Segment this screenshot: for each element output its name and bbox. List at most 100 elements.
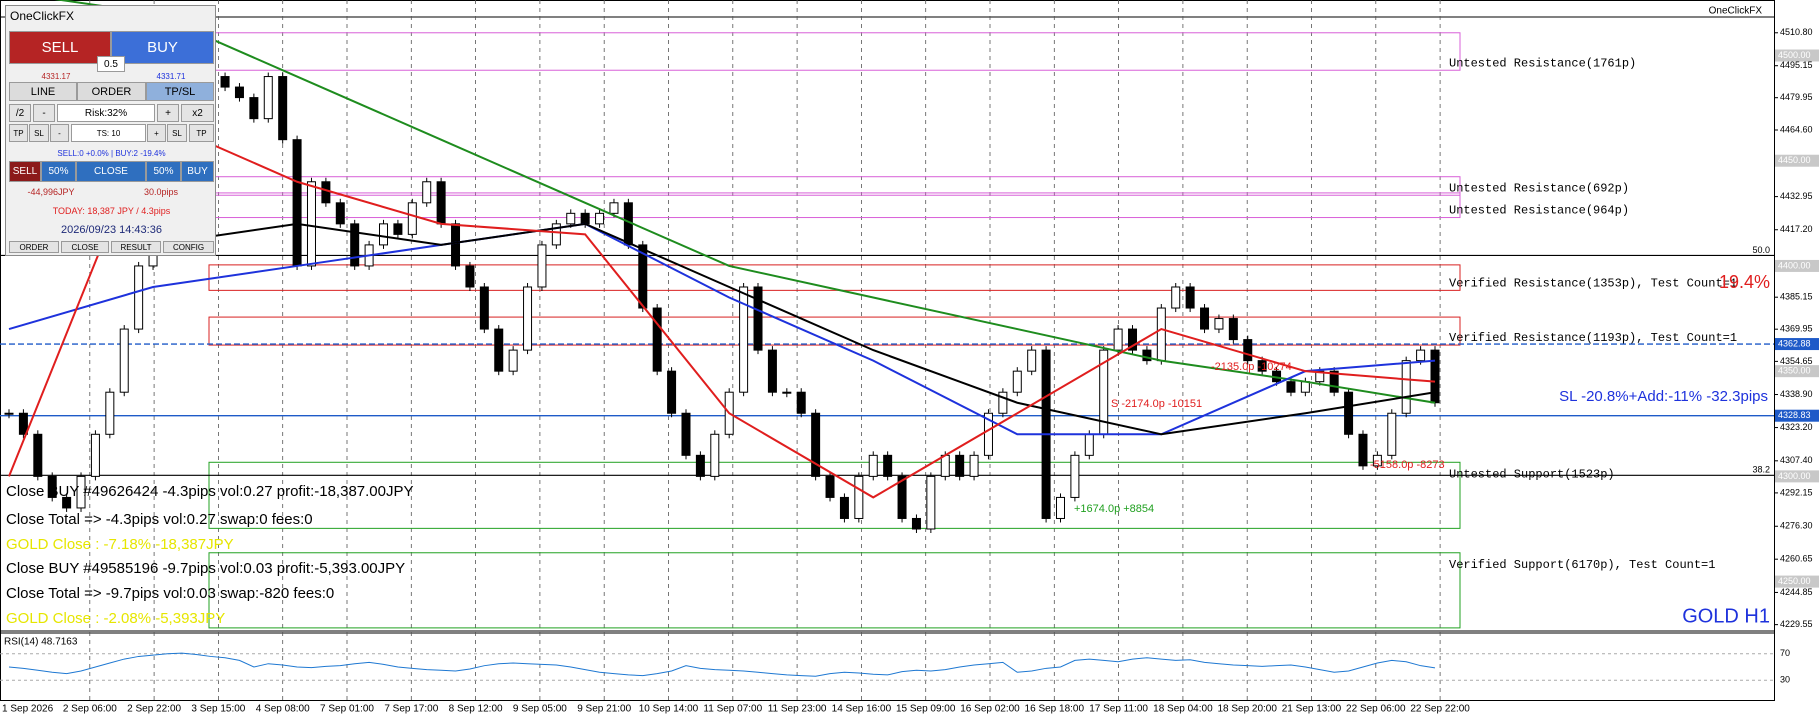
candle — [839, 496, 849, 519]
candle — [1185, 286, 1195, 309]
candle — [33, 433, 43, 477]
level-label: 38.2 — [1752, 465, 1770, 475]
ask-price: 4331.71 — [156, 71, 186, 81]
footer-button[interactable]: RESULT — [111, 241, 161, 253]
symbol-label: GOLD H1 — [1682, 605, 1770, 627]
candle — [667, 370, 677, 414]
candle — [753, 286, 763, 351]
candle — [710, 433, 720, 477]
candle — [796, 391, 806, 414]
risk-row-button[interactable]: - — [33, 104, 55, 122]
candle — [1329, 370, 1339, 393]
tabs-button[interactable]: ORDER — [77, 82, 146, 101]
price-marker-label: 4350.00 — [1778, 366, 1811, 376]
candle — [220, 76, 230, 88]
candle — [234, 86, 244, 99]
close-row-button[interactable]: SELL — [9, 161, 41, 182]
candle — [1243, 339, 1253, 362]
x-tick-label: 16 Sep 02:00 — [960, 704, 1020, 715]
trade-message: Close Total => -4.3pips vol:0.27 swap:0 … — [6, 511, 313, 528]
candle — [969, 454, 979, 477]
y-tick-label: 4276.30 — [1780, 521, 1813, 531]
tabs-button[interactable]: TP/SL — [146, 82, 214, 101]
footer-button[interactable]: CONFIG — [163, 241, 214, 253]
bid-price: 4331.17 — [41, 71, 71, 81]
ts-row-button[interactable]: TP — [9, 124, 28, 142]
candle — [767, 349, 777, 393]
price-marker-label: 4500.00 — [1778, 50, 1811, 60]
candle — [811, 412, 821, 477]
price-marker-label: 4328.83 — [1778, 410, 1811, 420]
x-tick-label: 16 Sep 18:00 — [1025, 704, 1085, 715]
candle — [537, 244, 547, 288]
y-tick-label: 4260.65 — [1780, 554, 1813, 564]
plot-frame — [0, 0, 1775, 701]
close-row-button[interactable]: BUY — [181, 161, 214, 182]
price-marker — [1775, 338, 1819, 351]
close-row-button[interactable]: 50% — [146, 161, 181, 182]
candle — [580, 212, 590, 225]
ts-row-button[interactable]: TP — [189, 124, 214, 142]
candle — [523, 286, 533, 351]
zone-label: Untested Resistance(964p) — [1449, 204, 1629, 218]
candle — [62, 496, 72, 509]
candle — [508, 349, 518, 372]
y-tick-label: 4338.90 — [1780, 389, 1813, 399]
candle — [134, 265, 144, 330]
risk-row-button[interactable]: /2 — [9, 104, 31, 122]
today-summary: TODAY: 18,387 JPY / 4.3pips — [52, 206, 171, 216]
candle — [883, 454, 893, 477]
risk-row-button[interactable]: Risk:32% — [57, 104, 155, 122]
sell-button[interactable]: SELL — [9, 31, 111, 64]
candle — [595, 212, 605, 225]
risk-row-button[interactable]: + — [157, 104, 179, 122]
candle — [1084, 433, 1094, 456]
footer-button[interactable]: ORDER — [9, 241, 59, 253]
x-tick-label: 9 Sep 21:00 — [577, 704, 631, 715]
candle — [321, 181, 331, 204]
price-marker — [1775, 409, 1819, 422]
ts-row-button[interactable]: + — [147, 124, 166, 142]
ts-row-button[interactable]: SL — [29, 124, 49, 142]
lot-size[interactable]: 0.5 — [97, 56, 125, 72]
candle — [393, 223, 403, 235]
zone — [208, 552, 1461, 629]
zone — [208, 32, 1461, 71]
zone — [208, 192, 1461, 219]
candle — [306, 181, 316, 267]
candle — [1358, 433, 1368, 467]
sl-note: SL -20.8%+Add:-11% -32.3pips — [1559, 388, 1768, 405]
ts-row-button[interactable]: TS: 10 — [71, 124, 146, 142]
price-marker-label: 4362.88 — [1778, 338, 1811, 348]
close-row-button[interactable]: 50% — [41, 161, 76, 182]
x-tick-label: 14 Sep 16:00 — [832, 704, 892, 715]
zone-label: Untested Resistance(1761p) — [1449, 56, 1636, 70]
candle — [90, 433, 100, 477]
risk-row-button[interactable]: x2 — [181, 104, 214, 122]
rsi-tick-label: 30 — [1780, 675, 1790, 685]
price-marker-label: 4450.00 — [1778, 155, 1811, 165]
ts-row-button[interactable]: - — [50, 124, 69, 142]
footer-button[interactable]: CLOSE — [61, 241, 109, 253]
panel-title: OneClickFX — [6, 6, 215, 26]
candle — [119, 328, 129, 393]
candle — [422, 181, 432, 204]
candle — [479, 286, 489, 330]
candle — [1387, 412, 1397, 456]
price-marker — [1775, 470, 1819, 483]
buy-button[interactable]: BUY — [111, 31, 214, 64]
y-tick-label: 4244.85 — [1780, 587, 1813, 597]
ts-row-button[interactable]: SL — [167, 124, 187, 142]
candle — [1128, 328, 1138, 351]
x-tick-label: 10 Sep 14:00 — [639, 704, 699, 715]
y-tick-label: 4417.20 — [1780, 224, 1813, 234]
tabs-button[interactable]: LINE — [9, 82, 77, 101]
candle — [1027, 349, 1037, 372]
profit-text: -44,996JPY — [27, 187, 75, 197]
price-marker-label: 4250.00 — [1778, 576, 1811, 586]
candle — [1228, 318, 1238, 341]
close-row-button[interactable]: CLOSE — [76, 161, 146, 182]
y-tick-label: 4323.20 — [1780, 422, 1813, 432]
candle — [1344, 391, 1354, 435]
